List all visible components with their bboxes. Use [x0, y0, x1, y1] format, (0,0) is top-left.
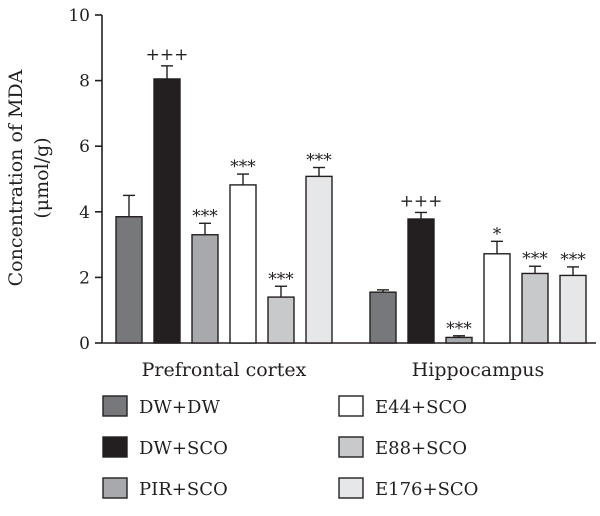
- annotation-1-1: +++: [400, 191, 443, 211]
- y-tick-label-6: 6: [79, 137, 90, 157]
- y-axis-label: Concentration of MDA: [5, 69, 27, 286]
- annotation-1-5: ***: [560, 250, 586, 270]
- annotation-1-2: ***: [446, 319, 472, 339]
- legend: DW+DW DW+SCO PIR+SCO E44+SCO E88+SCO E176+SCO: [102, 395, 478, 500]
- annotation-0-3: ***: [230, 157, 256, 177]
- legend-label-3: E44+SCO: [375, 397, 467, 418]
- category-label-0: Prefrontal cortex: [142, 359, 307, 381]
- annotation-1-3: *: [493, 224, 502, 244]
- bar-0-0: [115, 216, 143, 344]
- bar-0-4: [267, 296, 295, 344]
- annotation-0-1: +++: [146, 45, 189, 65]
- legend-label-5: E176+SCO: [375, 479, 478, 500]
- legend-label-2: PIR+SCO: [139, 479, 228, 500]
- legend-label-1: DW+SCO: [139, 438, 228, 459]
- bar-1-5: [559, 274, 587, 344]
- legend-label-4: E88+SCO: [375, 438, 467, 459]
- bar-0-5: [305, 175, 333, 344]
- bar-1-4: [521, 272, 549, 344]
- legend-swatch-3: [338, 395, 364, 417]
- annotation-1-4: ***: [522, 249, 548, 269]
- y-tick-label-4: 4: [79, 203, 90, 223]
- legend-swatch-1: [102, 436, 128, 458]
- bar-1-3: [483, 253, 511, 344]
- axes: 0 2 4 6 8 10 Prefrontal cortex Hippocampus: [68, 6, 596, 381]
- y-tick-label-8: 8: [79, 72, 90, 92]
- y-tick-label-0: 0: [79, 334, 90, 354]
- bar-1-1: [407, 218, 435, 344]
- annotation-0-5: ***: [306, 151, 332, 171]
- y-axis-unit: (μmol/g): [31, 137, 53, 218]
- legend-label-0: DW+DW: [139, 397, 220, 418]
- legend-swatch-5: [338, 477, 364, 499]
- legend-swatch-2: [102, 477, 128, 499]
- bar-0-1: [153, 78, 181, 344]
- annotation-0-4: ***: [268, 269, 294, 289]
- y-tick-label-10: 10: [68, 6, 90, 26]
- annotation-0-2: ***: [192, 206, 218, 226]
- bar-0-2: [191, 234, 219, 344]
- category-label-1: Hippocampus: [412, 359, 545, 381]
- y-tick-label-2: 2: [79, 268, 90, 288]
- legend-swatch-4: [338, 436, 364, 458]
- bar-0-3: [229, 184, 257, 344]
- legend-swatch-0: [102, 395, 128, 417]
- bar-1-0: [369, 291, 397, 344]
- bars: +++************+++******* ***: [115, 45, 587, 344]
